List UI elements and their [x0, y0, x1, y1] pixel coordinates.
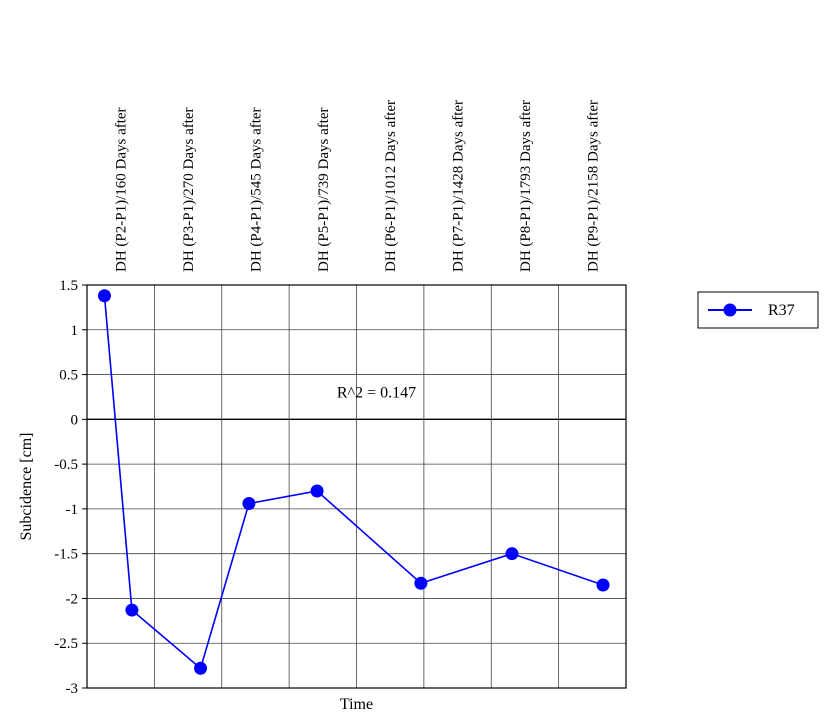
- category-label: DH (P7-P1)/1428 Days after: [451, 100, 467, 272]
- data-point: [414, 576, 428, 590]
- category-label: DH (P6-P1)/1012 Days after: [383, 100, 399, 272]
- category-label: DH (P5-P1)/739 Days after: [316, 107, 332, 272]
- y-tick-label: 1.5: [59, 278, 78, 294]
- plot-border: [86, 284, 627, 689]
- x-axis-label: Time: [340, 696, 373, 713]
- category-label: DH (P8-P1)/1793 Days after: [518, 100, 534, 272]
- r-squared-annotation: R^2 = 0.147: [337, 384, 416, 401]
- data-point: [505, 547, 519, 561]
- category-labels: DH (P2-P1)/160 Days after DH (P3-P1)/270 …: [114, 100, 602, 272]
- data-point: [242, 497, 256, 511]
- legend-series-label: R37: [768, 302, 795, 319]
- y-tick-label: 0.5: [59, 368, 78, 384]
- y-tick-label: -1: [66, 502, 79, 518]
- y-tick-label: -3: [66, 681, 79, 697]
- data-point: [596, 578, 610, 592]
- series-layer: [97, 289, 610, 675]
- legend-series-marker: [723, 303, 737, 317]
- legend: R37: [697, 291, 819, 329]
- y-tick-label: -0.5: [54, 457, 78, 473]
- y-tick-label: 0: [71, 412, 79, 428]
- y-tick-label: 1: [71, 323, 79, 339]
- y-tick-labels: 1.5 1 0.5 0 -0.5 -1 -1.5 -2 -2.5 -3: [54, 278, 78, 697]
- y-tick-label: -2: [66, 591, 79, 607]
- y-axis-label: Subcidence [cm]: [18, 433, 35, 541]
- plot-grid: [82, 284, 627, 689]
- y-tick-label: -1.5: [54, 547, 78, 563]
- data-point: [194, 661, 208, 675]
- data-point: [97, 289, 111, 303]
- data-point: [125, 603, 139, 617]
- y-tick-label: -2.5: [54, 636, 78, 652]
- category-label: DH (P2-P1)/160 Days after: [114, 107, 130, 272]
- category-label: DH (P4-P1)/545 Days after: [248, 107, 264, 272]
- category-label: DH (P3-P1)/270 Days after: [181, 107, 197, 272]
- series-line: [103, 295, 604, 670]
- data-point: [310, 484, 324, 498]
- category-label: DH (P9-P1)/2158 Days after: [585, 100, 601, 272]
